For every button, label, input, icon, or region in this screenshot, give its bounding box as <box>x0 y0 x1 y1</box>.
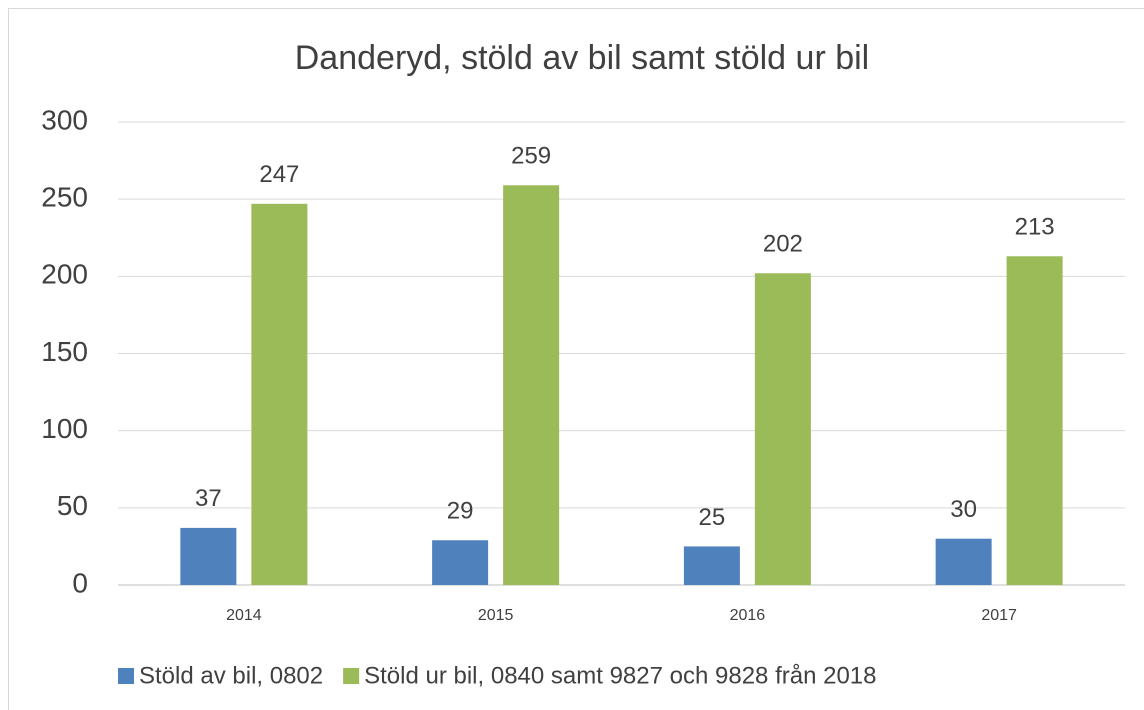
bar <box>432 540 489 585</box>
data-label: 37 <box>195 485 222 512</box>
data-label: 202 <box>763 231 803 258</box>
x-tick-label: 2015 <box>478 607 514 624</box>
data-label: 30 <box>950 496 977 523</box>
y-tick-label: 50 <box>57 490 88 521</box>
bar <box>1006 256 1063 585</box>
data-label: 259 <box>511 143 551 170</box>
data-label: 213 <box>1015 214 1055 241</box>
legend-label: Stöld ur bil, 0840 samt 9827 och 9828 fr… <box>364 662 876 689</box>
x-tick-label: 2017 <box>981 607 1017 624</box>
data-label: 247 <box>259 161 299 188</box>
legend-label: Stöld av bil, 0802 <box>139 662 323 689</box>
bar <box>754 273 811 585</box>
chart-title: Danderyd, stöld av bil samt stöld ur bil <box>295 39 869 77</box>
y-tick-label: 250 <box>41 182 88 213</box>
legend-swatch <box>118 668 134 684</box>
y-tick-label: 300 <box>41 104 88 135</box>
bar <box>683 546 740 585</box>
y-tick-label: 100 <box>41 413 88 444</box>
bar <box>503 185 560 585</box>
y-tick-label: 200 <box>41 259 88 290</box>
x-tick-label: 2016 <box>730 607 766 624</box>
bar <box>180 527 237 585</box>
bar <box>935 538 992 585</box>
x-tick-label: 2014 <box>226 607 262 624</box>
data-label: 29 <box>447 498 474 525</box>
y-tick-label: 150 <box>41 336 88 367</box>
bar <box>251 203 308 585</box>
y-tick-label: 0 <box>72 567 88 598</box>
data-label: 25 <box>699 504 726 531</box>
legend-swatch <box>343 668 360 684</box>
chart-frame <box>8 8 1144 710</box>
